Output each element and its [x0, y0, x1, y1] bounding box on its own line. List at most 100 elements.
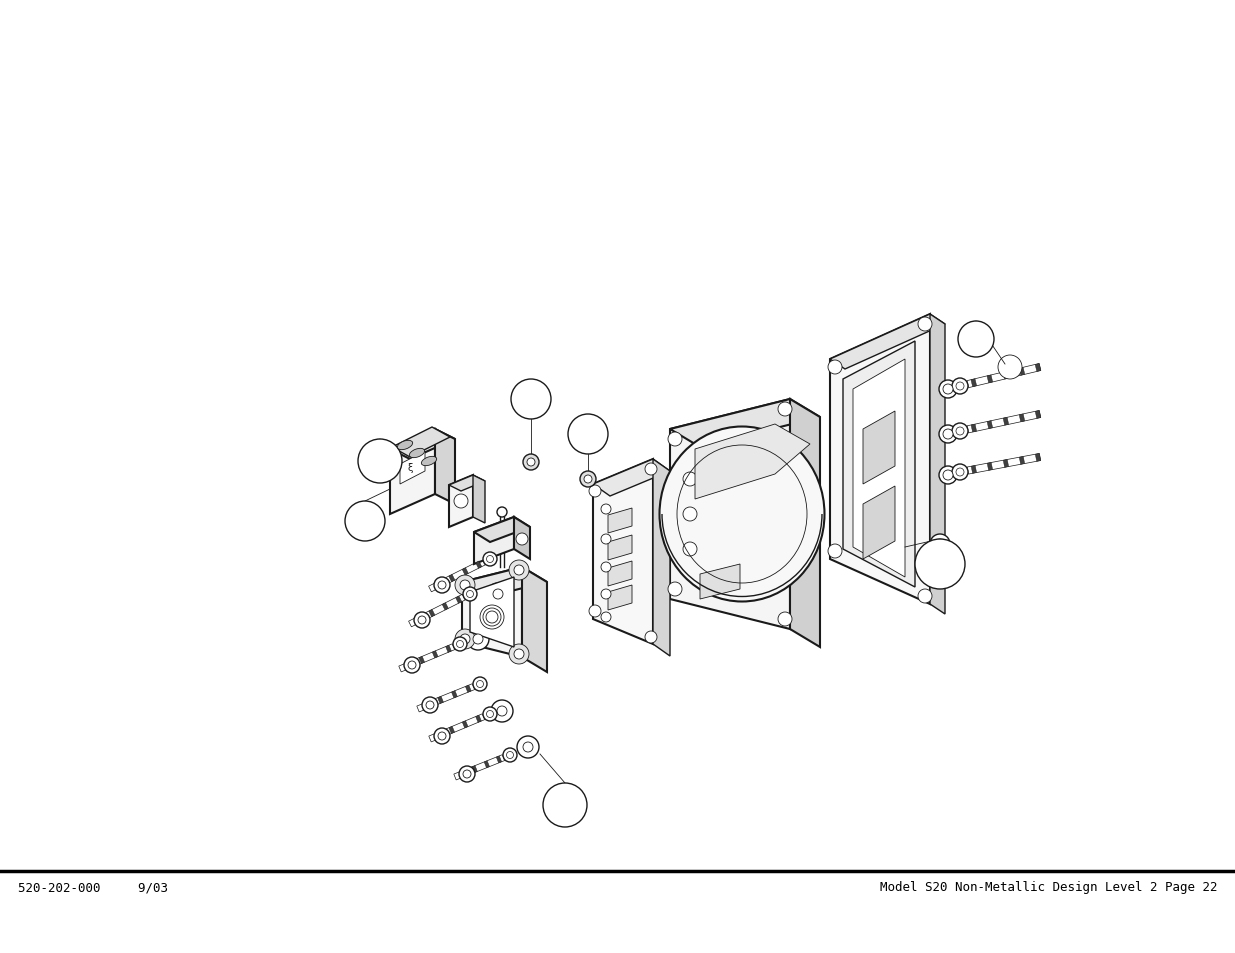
Polygon shape	[700, 564, 740, 599]
Polygon shape	[473, 476, 485, 523]
Polygon shape	[608, 509, 632, 534]
Circle shape	[827, 544, 842, 558]
Circle shape	[438, 581, 446, 589]
Polygon shape	[671, 399, 820, 448]
Polygon shape	[967, 411, 1041, 434]
Circle shape	[935, 539, 945, 550]
Polygon shape	[390, 430, 435, 515]
Circle shape	[683, 507, 697, 521]
Circle shape	[939, 426, 957, 443]
Circle shape	[493, 589, 503, 599]
Polygon shape	[863, 486, 895, 559]
Circle shape	[939, 467, 957, 484]
Polygon shape	[695, 424, 810, 499]
Circle shape	[433, 578, 450, 594]
Circle shape	[467, 628, 489, 650]
Circle shape	[483, 553, 496, 566]
Circle shape	[487, 583, 509, 605]
Circle shape	[496, 507, 508, 517]
Polygon shape	[844, 341, 915, 587]
Polygon shape	[432, 651, 438, 659]
Polygon shape	[442, 603, 448, 610]
Polygon shape	[390, 430, 454, 459]
Polygon shape	[459, 771, 466, 778]
Circle shape	[601, 504, 611, 515]
Polygon shape	[593, 459, 653, 644]
Circle shape	[454, 629, 475, 649]
Circle shape	[404, 658, 420, 673]
Text: ξ: ξ	[408, 462, 412, 473]
Polygon shape	[456, 597, 462, 603]
Polygon shape	[671, 399, 790, 629]
Circle shape	[358, 439, 403, 483]
Polygon shape	[453, 755, 505, 781]
Polygon shape	[1035, 411, 1041, 419]
Polygon shape	[608, 561, 632, 586]
Polygon shape	[514, 517, 530, 559]
Circle shape	[417, 617, 426, 624]
Polygon shape	[608, 536, 632, 560]
Circle shape	[408, 661, 416, 669]
Circle shape	[668, 433, 682, 447]
Polygon shape	[593, 459, 671, 497]
Ellipse shape	[398, 441, 412, 450]
Circle shape	[517, 737, 538, 759]
Circle shape	[952, 423, 968, 439]
Circle shape	[345, 501, 385, 541]
Polygon shape	[436, 732, 441, 740]
Circle shape	[683, 473, 697, 486]
Polygon shape	[474, 517, 530, 542]
Polygon shape	[830, 314, 930, 604]
Polygon shape	[1035, 454, 1041, 462]
Circle shape	[778, 402, 792, 416]
Polygon shape	[967, 364, 1041, 388]
Polygon shape	[450, 476, 473, 527]
Circle shape	[645, 463, 657, 476]
Circle shape	[527, 458, 535, 467]
Circle shape	[668, 582, 682, 597]
Polygon shape	[419, 657, 425, 664]
Polygon shape	[484, 760, 489, 768]
Circle shape	[487, 556, 494, 563]
Circle shape	[463, 587, 477, 601]
Polygon shape	[435, 581, 441, 589]
Circle shape	[463, 770, 471, 779]
Polygon shape	[1003, 460, 1009, 468]
Circle shape	[930, 535, 950, 555]
Circle shape	[944, 430, 953, 439]
Circle shape	[477, 602, 508, 633]
Circle shape	[477, 680, 483, 688]
Polygon shape	[415, 617, 421, 624]
Circle shape	[514, 565, 524, 576]
Polygon shape	[446, 645, 452, 653]
Circle shape	[467, 591, 473, 598]
Ellipse shape	[409, 449, 425, 458]
Circle shape	[496, 706, 508, 717]
Circle shape	[601, 562, 611, 573]
Polygon shape	[399, 644, 454, 672]
Circle shape	[516, 534, 529, 545]
Polygon shape	[475, 716, 482, 722]
Polygon shape	[429, 610, 435, 618]
Polygon shape	[987, 421, 993, 429]
Polygon shape	[472, 766, 478, 773]
Circle shape	[958, 322, 994, 357]
Polygon shape	[1003, 372, 1009, 379]
Circle shape	[433, 728, 450, 744]
Polygon shape	[1019, 368, 1025, 375]
Polygon shape	[462, 721, 468, 728]
Circle shape	[584, 476, 592, 483]
Polygon shape	[475, 561, 482, 569]
Circle shape	[952, 464, 968, 480]
Polygon shape	[1019, 415, 1025, 422]
Circle shape	[522, 455, 538, 471]
Circle shape	[952, 378, 968, 395]
Polygon shape	[448, 726, 454, 734]
Polygon shape	[452, 691, 457, 699]
Circle shape	[438, 732, 446, 740]
Circle shape	[589, 485, 601, 497]
Circle shape	[514, 649, 524, 659]
Ellipse shape	[659, 427, 825, 602]
Polygon shape	[496, 756, 501, 763]
Polygon shape	[1003, 417, 1009, 426]
